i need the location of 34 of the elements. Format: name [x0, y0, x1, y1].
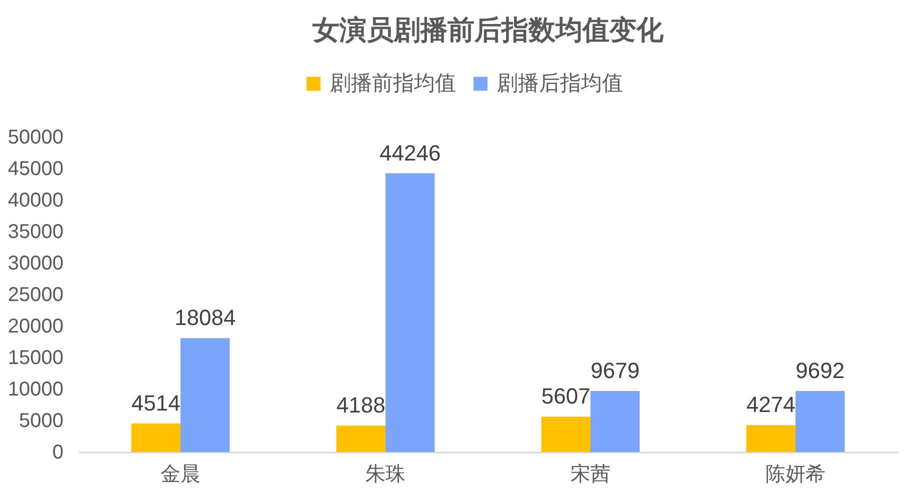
y-tick-label: 30000	[8, 252, 64, 274]
x-tick-label: 陈妍希	[766, 462, 826, 486]
bar	[336, 426, 386, 452]
data-label: 5607	[541, 384, 590, 409]
data-label: 4514	[131, 390, 180, 416]
bar	[386, 173, 435, 452]
y-tick-label: 0	[52, 442, 64, 464]
y-tick-label: 25000	[8, 284, 64, 306]
data-label: 4188	[336, 392, 386, 418]
y-tick-label: 35000	[8, 221, 64, 243]
legend-label: 剧播后指均值	[497, 70, 623, 95]
data-label: 9679	[590, 358, 640, 384]
bar	[131, 424, 180, 452]
legend-label: 剧播前指均值	[330, 70, 456, 95]
data-label: 4274	[746, 392, 796, 418]
data-label: 18084	[174, 305, 236, 330]
x-tick-label: 金晨	[160, 462, 200, 486]
data-label: 44246	[380, 140, 441, 166]
y-tick-label: 40000	[8, 190, 64, 212]
y-tick-label: 45000	[8, 158, 64, 180]
y-tick-label: 50000	[8, 126, 64, 148]
bar	[590, 391, 640, 452]
bar	[180, 338, 230, 452]
y-tick-label: 20000	[8, 316, 64, 338]
data-label: 9692	[796, 358, 845, 383]
chart-title: 女演员剧播前后指数均值变化	[312, 15, 664, 46]
x-tick-label: 朱珠	[366, 462, 406, 486]
y-tick-label: 15000	[8, 347, 64, 369]
bar	[746, 425, 796, 452]
bar	[796, 390, 845, 452]
y-tick-label: 10000	[8, 378, 64, 400]
bar	[541, 416, 590, 452]
y-tick-label: 5000	[19, 410, 64, 432]
x-tick-label: 宋茜	[570, 462, 610, 486]
